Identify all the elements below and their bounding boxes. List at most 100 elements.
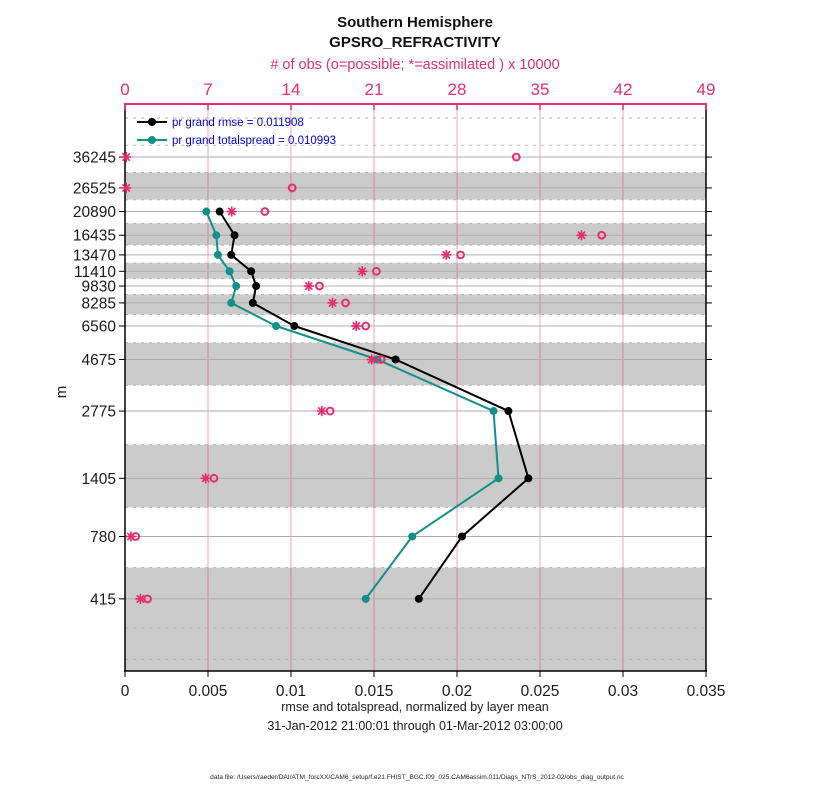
rmse-point [457, 532, 466, 541]
rmse-point [230, 231, 239, 240]
rmse-point [248, 298, 257, 307]
y-tick-label: 780 [90, 529, 116, 546]
chart-title-line2: GPSRO_REFRACTIVITY [329, 34, 501, 51]
y-axis-label: m [53, 386, 70, 399]
possible-count-marker [260, 207, 270, 216]
shaded-band [125, 567, 706, 671]
assimilated-count-marker [200, 473, 211, 484]
top-tick-label: 28 [448, 80, 467, 99]
top-axis-label: # of obs (o=possible; *=assimilated ) x … [270, 57, 559, 73]
shaded-band [125, 444, 706, 508]
asterisk-stroke [227, 207, 236, 216]
assimilated-count-marker [120, 151, 132, 163]
data-file-path: data file: /Users/raeder/DAI/ATM_forcXX/… [210, 774, 624, 781]
assimilated-count-marker [350, 320, 362, 332]
x-tick-label: 0.025 [521, 683, 560, 700]
top-tick-label: 42 [614, 80, 633, 99]
totalspread-point [272, 322, 281, 331]
asterisk-stroke [122, 183, 131, 192]
rmse-point [252, 282, 261, 291]
x-tick-label: 0.03 [608, 683, 638, 700]
chart-title-line1: Southern Hemisphere [337, 14, 493, 31]
rmse-point [247, 267, 256, 276]
x-axis-label: rmse and totalspread, normalized by laye… [281, 700, 549, 714]
y-tick-label: 36245 [73, 150, 116, 167]
layer-obs-markers [120, 151, 607, 605]
totalspread-point [494, 474, 503, 483]
legend-marker-rmse [148, 118, 156, 126]
possible-count-marker [287, 183, 297, 193]
x-tick-label: 0.015 [355, 683, 394, 700]
x-tick-label: 0 [121, 683, 130, 700]
top-tick-label: 49 [697, 80, 716, 99]
asterisk-stroke [304, 282, 313, 290]
possible-count-marker [371, 266, 381, 276]
possible-count-marker [511, 152, 521, 162]
totalspread-point [232, 282, 241, 291]
y-tick-label: 13470 [73, 247, 116, 264]
assimilated-count-marker [356, 266, 368, 277]
legend-label-rmse: pr grand rmse = 0.011908 [172, 117, 304, 129]
asterisk-stroke [136, 594, 145, 603]
y-tick-label: 2775 [82, 404, 116, 421]
asterisk-stroke [577, 231, 586, 240]
totalspread-point [489, 407, 498, 416]
y-tick-label: 4675 [82, 352, 116, 369]
totalspread-point [212, 231, 221, 240]
assimilated-count-marker [441, 249, 452, 261]
x-tick-label: 0.02 [442, 683, 472, 700]
y-tick-label: 6560 [82, 319, 117, 336]
totalspread-point [202, 207, 211, 216]
asterisk-stroke [328, 298, 337, 307]
y-tick-label: 1405 [82, 471, 116, 488]
top-tick-label: 21 [365, 80, 384, 99]
rmse-point [391, 355, 400, 364]
top-tick-label: 35 [531, 80, 550, 99]
shaded-band [125, 172, 706, 200]
possible-count-marker [376, 355, 386, 364]
asterisk-stroke [122, 153, 131, 162]
asterisk-stroke [201, 474, 210, 483]
asterisk-stroke [358, 267, 367, 276]
top-tick-label: 7 [203, 80, 212, 99]
y-tick-label: 11410 [74, 264, 116, 281]
possible-count-marker [315, 281, 324, 291]
totalspread-point [225, 267, 234, 276]
possible-count-marker [597, 230, 607, 240]
assimilated-count-marker [576, 229, 587, 241]
y-tick-label: 415 [90, 591, 116, 608]
legend-marker-totalspread [148, 136, 156, 144]
date-range-label: 31-Jan-2012 21:00:01 through 01-Mar-2012… [267, 719, 562, 733]
assimilated-count-marker [327, 297, 338, 309]
rmse-point [215, 207, 224, 216]
x-tick-label: 0.01 [276, 683, 306, 700]
assimilated-count-marker [303, 280, 315, 292]
asterisk-stroke [442, 250, 451, 259]
y-tick-label: 20890 [73, 204, 116, 221]
y-tick-label: 8285 [82, 295, 116, 312]
shaded-band [125, 223, 706, 246]
totalspread-point [408, 532, 417, 541]
y-tick-label: 16435 [73, 228, 116, 245]
legend-label-totalspread: pr grand totalspread = 0.010993 [172, 135, 336, 147]
totalspread-point [213, 250, 222, 259]
rmse-point [290, 322, 299, 331]
asterisk-stroke [126, 532, 135, 541]
legend: pr grand rmse = 0.011908 pr grand totals… [137, 117, 336, 147]
assimilated-count-marker [125, 531, 137, 542]
y-tick-label: 9830 [82, 279, 117, 296]
asterisk-stroke [317, 407, 326, 416]
possible-count-marker [361, 321, 371, 331]
assimilated-count-marker [366, 354, 377, 365]
x-tick-label: 0.005 [189, 683, 228, 700]
assimilated-count-marker [316, 405, 328, 417]
x-tick-label: 0.035 [687, 683, 726, 700]
possible-count-marker [341, 298, 350, 308]
assimilated-count-marker [226, 206, 237, 217]
totalspread-point [227, 298, 236, 307]
top-tick-label: 14 [282, 80, 301, 99]
shaded-band [125, 294, 706, 315]
